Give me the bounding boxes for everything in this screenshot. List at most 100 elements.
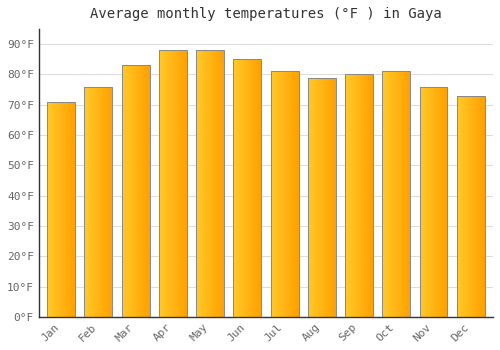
Bar — [260, 60, 261, 317]
Bar — [147, 65, 148, 317]
Bar — [329, 77, 330, 317]
Bar — [140, 65, 141, 317]
Bar — [461, 96, 462, 317]
Bar — [347, 75, 348, 317]
Bar — [200, 50, 201, 317]
Bar — [60, 102, 61, 317]
Bar — [89, 86, 90, 317]
Bar — [297, 71, 298, 317]
Bar — [329, 77, 330, 317]
Bar — [88, 86, 89, 317]
Bar — [128, 65, 129, 317]
Bar — [275, 71, 276, 317]
Bar — [390, 71, 391, 317]
Bar — [185, 50, 186, 317]
Bar — [405, 71, 406, 317]
Bar — [216, 50, 217, 317]
Bar — [401, 71, 402, 317]
Bar — [149, 65, 150, 317]
Bar — [440, 86, 441, 317]
Bar — [201, 50, 202, 317]
Bar — [391, 71, 392, 317]
Bar — [483, 96, 484, 317]
Bar — [186, 50, 187, 317]
Bar — [331, 77, 332, 317]
Bar — [61, 102, 62, 317]
Bar — [466, 96, 467, 317]
Bar — [356, 75, 357, 317]
Bar — [55, 102, 56, 317]
Bar — [367, 75, 368, 317]
Bar — [93, 86, 94, 317]
Bar — [101, 86, 102, 317]
Bar — [123, 65, 124, 317]
Bar — [48, 102, 49, 317]
Bar — [161, 50, 162, 317]
Bar — [218, 50, 219, 317]
Bar — [208, 50, 209, 317]
Bar — [100, 86, 101, 317]
Bar — [481, 96, 482, 317]
Bar — [131, 65, 132, 317]
Bar — [474, 96, 475, 317]
Bar — [145, 65, 146, 317]
Bar — [321, 77, 322, 317]
Bar — [436, 86, 438, 317]
Bar — [319, 77, 320, 317]
Bar — [397, 71, 398, 317]
Bar — [384, 71, 385, 317]
Bar — [146, 65, 147, 317]
Bar — [183, 50, 184, 317]
Bar — [175, 50, 176, 317]
Bar — [159, 50, 160, 317]
Bar — [144, 65, 145, 317]
Bar — [291, 71, 292, 317]
Bar — [258, 60, 259, 317]
Bar — [107, 86, 108, 317]
Bar — [124, 65, 125, 317]
Bar — [354, 75, 355, 317]
Bar — [366, 75, 367, 317]
Bar — [351, 75, 352, 317]
Bar — [270, 71, 271, 317]
Bar — [99, 86, 100, 317]
Bar — [130, 65, 131, 317]
Bar — [208, 50, 209, 317]
Bar — [403, 71, 404, 317]
Bar — [279, 71, 280, 317]
Bar — [173, 50, 174, 317]
Bar — [139, 65, 140, 317]
Bar — [294, 71, 295, 317]
Bar — [163, 50, 164, 317]
Bar — [207, 50, 208, 317]
Bar — [308, 77, 310, 317]
Bar — [309, 77, 310, 317]
Bar — [369, 75, 370, 317]
Bar — [398, 71, 399, 317]
Bar — [407, 71, 408, 317]
Bar — [91, 86, 92, 317]
Bar — [392, 71, 393, 317]
Bar — [459, 96, 460, 317]
Bar — [135, 65, 136, 317]
Bar — [143, 65, 144, 317]
Bar — [59, 102, 60, 317]
Bar — [245, 60, 246, 317]
Bar — [277, 71, 278, 317]
Bar — [71, 102, 72, 317]
Bar — [217, 50, 218, 317]
Bar — [285, 71, 286, 317]
Bar — [84, 86, 85, 317]
Bar — [136, 65, 137, 317]
Bar — [355, 75, 356, 317]
Bar — [129, 65, 130, 317]
Bar — [51, 102, 52, 317]
Bar — [49, 102, 50, 317]
Bar — [97, 86, 98, 317]
Bar — [148, 65, 149, 317]
Bar — [56, 102, 57, 317]
Bar — [235, 60, 236, 317]
Bar — [365, 75, 366, 317]
Bar — [403, 71, 404, 317]
Bar — [255, 60, 256, 317]
